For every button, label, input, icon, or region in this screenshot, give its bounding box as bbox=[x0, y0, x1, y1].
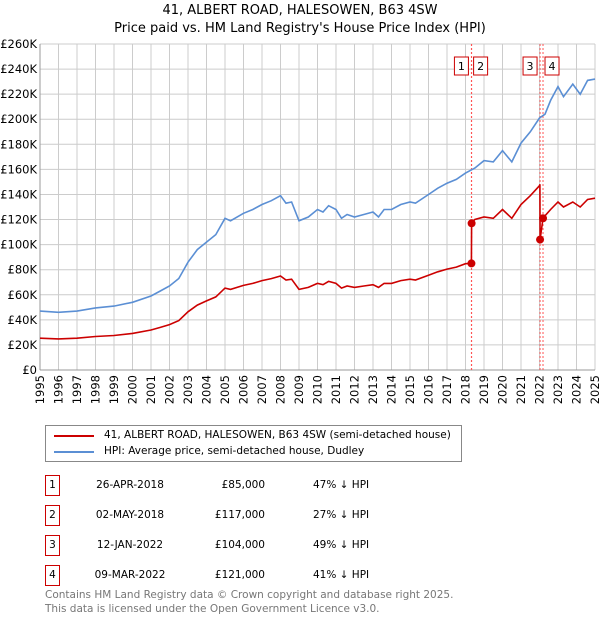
transaction-label: 2 bbox=[477, 60, 484, 73]
plot-area: £0 £20K £40K £60K £80K £100K £120K £140K £160K £1… bbox=[0, 37, 600, 404]
transaction-label: 3 bbox=[527, 60, 534, 73]
x-tick-label: 2012 bbox=[348, 375, 362, 404]
row-date: 09-MAR-2022 bbox=[94, 569, 166, 581]
x-tick-label: 2009 bbox=[292, 375, 306, 404]
row-number-badge: 2 bbox=[45, 505, 60, 526]
row-hpi: 49% ↓ HPI bbox=[313, 539, 370, 551]
chart-subtitle: Price paid vs. HM Land Registry's House … bbox=[114, 21, 486, 36]
x-tick-label: 2024 bbox=[570, 375, 584, 404]
transaction-point bbox=[539, 214, 548, 223]
row-price: £85,000 bbox=[221, 479, 265, 491]
row-price: £121,000 bbox=[214, 569, 265, 581]
row-price: £117,000 bbox=[214, 509, 265, 521]
x-tick-label: 2005 bbox=[218, 375, 232, 404]
x-tick-label: 2003 bbox=[181, 375, 195, 404]
x-tick-label: 1999 bbox=[107, 375, 121, 404]
y-tick-label: £120K bbox=[0, 213, 37, 227]
footer-licence: This data is licensed under the Open Gov… bbox=[45, 603, 380, 615]
x-tick-label: 2014 bbox=[385, 375, 399, 404]
y-tick-label: £220K bbox=[0, 87, 37, 101]
legend-swatch-blue bbox=[54, 450, 94, 453]
y-tick-label: £20K bbox=[8, 338, 38, 352]
x-tick-label: 1996 bbox=[52, 375, 66, 404]
x-tick-label: 2015 bbox=[403, 375, 417, 404]
row-hpi: 27% ↓ HPI bbox=[313, 509, 370, 521]
x-tick-label: 2008 bbox=[274, 375, 288, 404]
y-tick-label: £60K bbox=[8, 288, 38, 302]
y-tick-label: £160K bbox=[0, 162, 37, 176]
row-price: £104,000 bbox=[214, 539, 265, 551]
x-tick-label: 2011 bbox=[329, 375, 343, 404]
x-tick-label: 1997 bbox=[70, 375, 84, 404]
transaction-label-box bbox=[473, 56, 489, 76]
y-tick-label: £80K bbox=[8, 263, 38, 277]
x-tick-label: 2013 bbox=[366, 375, 380, 404]
x-tick-label: 2004 bbox=[200, 375, 214, 404]
row-date: 02-MAY-2018 bbox=[95, 509, 165, 521]
x-tick-label: 2001 bbox=[144, 375, 158, 404]
hpi-line bbox=[39, 78, 596, 314]
x-tick-label: 2020 bbox=[496, 375, 510, 404]
y-tick-label: £100K bbox=[0, 238, 37, 252]
transaction-point bbox=[536, 235, 545, 244]
legend-item-hpi: HPI: Average price, semi-detached house,… bbox=[54, 445, 364, 458]
y-tick-label: £0 bbox=[22, 363, 37, 377]
x-tick-label: 2006 bbox=[237, 375, 251, 404]
x-tick-label: 2023 bbox=[551, 375, 565, 404]
y-tick-label: £40K bbox=[8, 313, 38, 327]
row-hpi: 47% ↓ HPI bbox=[313, 479, 370, 491]
footer-copyright: Contains HM Land Registry data © Crown c… bbox=[45, 589, 454, 601]
transaction-label: 4 bbox=[549, 60, 556, 73]
transaction-point bbox=[467, 259, 476, 268]
transaction-label-box bbox=[522, 56, 538, 76]
transaction-point bbox=[467, 219, 476, 228]
x-tick-label: 2000 bbox=[126, 375, 140, 404]
x-tick-label: 2025 bbox=[588, 375, 600, 404]
legend-label: 41, ALBERT ROAD, HALESOWEN, B63 4SW (sem… bbox=[104, 429, 451, 441]
x-tick-label: 2018 bbox=[459, 375, 473, 404]
legend: 41, ALBERT ROAD, HALESOWEN, B63 4SW (sem… bbox=[45, 425, 462, 462]
transaction-label: 1 bbox=[458, 60, 465, 73]
legend-item-price: 41, ALBERT ROAD, HALESOWEN, B63 4SW (sem… bbox=[54, 429, 451, 442]
x-tick-label: 2019 bbox=[477, 375, 491, 404]
chart-title: 41, ALBERT ROAD, HALESOWEN, B63 4SW bbox=[162, 3, 438, 18]
row-date: 26-APR-2018 bbox=[96, 479, 164, 491]
y-tick-label: £140K bbox=[0, 187, 37, 201]
y-tick-label: £240K bbox=[0, 62, 37, 76]
transaction-label-box bbox=[453, 56, 469, 76]
row-hpi: 41% ↓ HPI bbox=[313, 569, 370, 581]
row-number-badge: 3 bbox=[45, 535, 60, 556]
row-number-badge: 1 bbox=[45, 475, 60, 496]
y-tick-label: £180K bbox=[0, 137, 37, 151]
legend-swatch-red bbox=[54, 434, 94, 437]
y-tick-label: £200K bbox=[0, 112, 37, 126]
transaction-label-box bbox=[544, 56, 560, 76]
x-tick-label: 2010 bbox=[311, 375, 325, 404]
x-tick-label: 2017 bbox=[440, 375, 454, 404]
legend-label: HPI: Average price, semi-detached house,… bbox=[104, 445, 365, 457]
x-tick-label: 1995 bbox=[33, 375, 47, 404]
row-date: 12-JAN-2022 bbox=[96, 539, 164, 551]
x-tick-label: 2016 bbox=[422, 375, 436, 404]
x-tick-label: 2002 bbox=[163, 375, 177, 404]
y-tick-label: £260K bbox=[0, 37, 37, 51]
x-tick-label: 2007 bbox=[255, 375, 269, 404]
price-paid-line bbox=[39, 184, 596, 340]
x-tick-label: 2022 bbox=[533, 375, 547, 404]
x-tick-label: 2021 bbox=[514, 375, 528, 404]
row-number-badge: 4 bbox=[45, 565, 60, 586]
x-tick-label: 1998 bbox=[89, 375, 103, 404]
